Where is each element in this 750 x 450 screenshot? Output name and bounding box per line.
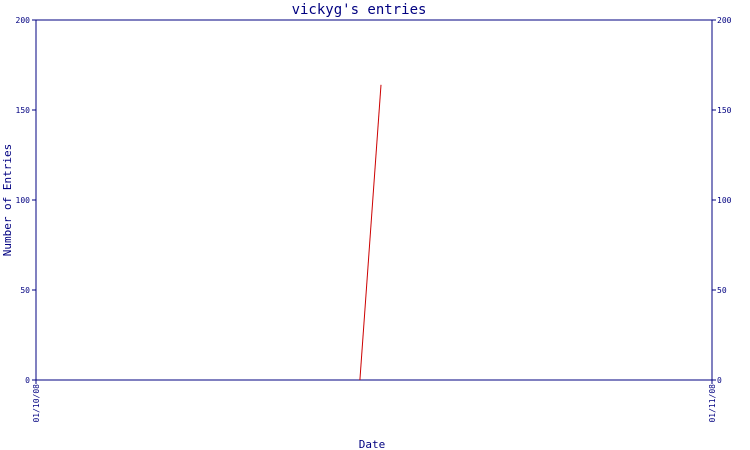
y-tick-label-right-100: 100 <box>717 196 732 205</box>
y-tick-label-right-150: 150 <box>717 106 732 115</box>
y-tick-label-right-50: 50 <box>717 286 727 295</box>
y-tick-label-right-0: 0 <box>717 376 722 385</box>
x-tick-label-1: 01/11/08 <box>708 384 717 423</box>
y-tick-label-left-200: 200 <box>16 16 31 25</box>
y-tick-label-left-150: 150 <box>16 106 31 115</box>
x-tick-label-0: 01/10/08 <box>32 384 41 423</box>
y-tick-label-left-100: 100 <box>16 196 31 205</box>
plot-frame <box>35 19 713 381</box>
x-axis-label: Date <box>359 438 386 450</box>
chart-title: vickyg's entries <box>292 2 427 18</box>
y-axis-left: 0 50 100 150 200 <box>16 16 36 385</box>
y-tick-label-right-200: 200 <box>717 16 732 25</box>
x-axis: 01/10/08 01/11/08 <box>32 380 717 423</box>
y-tick-label-left-50: 50 <box>20 286 30 295</box>
y-axis-label: Number of Entries <box>1 144 14 257</box>
y-tick-label-left-0: 0 <box>25 376 30 385</box>
series-line-entries <box>359 84 382 381</box>
y-axis-right: 0 50 100 150 200 <box>712 16 732 385</box>
